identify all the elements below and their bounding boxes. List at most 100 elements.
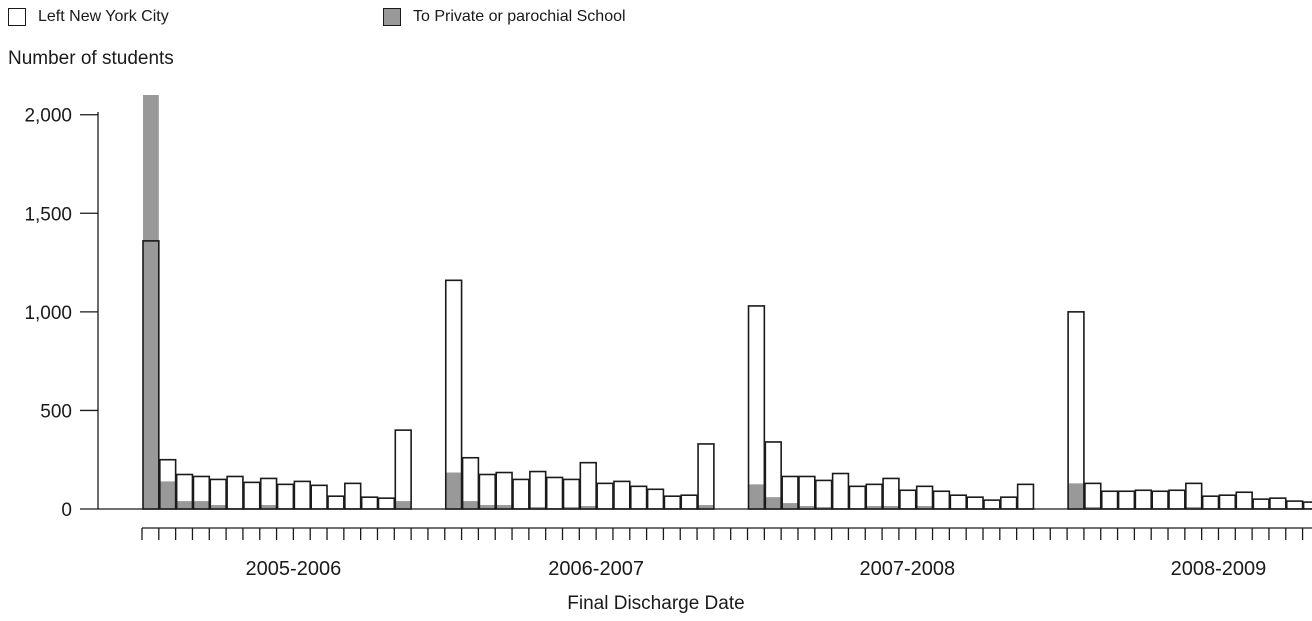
- bar-left-nyc: [1000, 496, 1018, 510]
- bar-left-nyc: [1218, 494, 1237, 510]
- bar-private-school: [916, 506, 933, 509]
- legend-item-private-school: To Private or parochial School: [383, 8, 626, 26]
- bar-private-school: [580, 506, 597, 509]
- bar-left-nyc: [1168, 489, 1186, 510]
- bar-left-nyc: [1100, 490, 1119, 510]
- x-group-label: 2007-2008: [859, 558, 955, 580]
- bar-left-nyc: [360, 496, 379, 510]
- bar-left-nyc: [966, 496, 984, 510]
- bar-private-school: [176, 501, 193, 509]
- bar-left-nyc: [159, 458, 177, 510]
- bar-private-school: [479, 505, 496, 509]
- bar-private-school: [462, 501, 479, 509]
- bar-left-nyc: [377, 497, 396, 510]
- bar-left-nyc: [209, 478, 227, 510]
- bar-left-nyc: [831, 472, 850, 510]
- y-tick-label: 2,000: [24, 106, 72, 127]
- legend-label-private-school: To Private or parochial School: [413, 8, 626, 25]
- bar-private-school: [798, 506, 815, 509]
- bar-left-nyc: [663, 495, 682, 510]
- legend-label-left-nyc: Left New York City: [38, 8, 169, 25]
- bar-left-nyc: [747, 305, 766, 510]
- bar-private-school: [159, 481, 176, 509]
- bar-left-nyc: [781, 475, 799, 510]
- bar-left-nyc: [1302, 501, 1312, 510]
- bar-left-nyc: [915, 485, 934, 510]
- bar-left-nyc: [175, 473, 194, 510]
- bar-left-nyc: [226, 475, 244, 510]
- bar-private-school: [815, 507, 832, 509]
- x-group-label: 2005-2006: [246, 558, 342, 580]
- bar-left-nyc: [495, 471, 513, 510]
- bar-left-nyc: [764, 441, 782, 510]
- bar-private-school: [1068, 483, 1084, 509]
- x-group-label: 2006-2007: [548, 558, 644, 580]
- bar-private-school: [210, 505, 227, 509]
- x-group-label: 2008-2009: [1171, 558, 1267, 580]
- bar-left-nyc: [478, 473, 497, 510]
- bar-left-nyc: [949, 494, 967, 510]
- bar-private-school: [765, 497, 782, 509]
- bar-left-nyc: [310, 484, 328, 510]
- bar-left-nyc: [983, 499, 1001, 510]
- legend-item-left-nyc: Left New York City: [8, 8, 169, 26]
- bar-left-nyc: [1201, 495, 1220, 510]
- bar-left-nyc: [1269, 497, 1287, 510]
- bar-left-nyc: [344, 482, 362, 510]
- bar-private-school: [193, 501, 210, 509]
- bar-left-nyc: [545, 476, 564, 510]
- y-axis-label: Number of students: [8, 48, 174, 69]
- bar-left-nyc: [1235, 491, 1253, 510]
- bar-left-nyc: [646, 488, 665, 510]
- legend-swatch-left-nyc: [8, 8, 26, 26]
- bar-private-school: [698, 505, 714, 509]
- bar-left-nyc: [613, 480, 631, 510]
- bar-left-nyc: [461, 456, 480, 510]
- bar-left-nyc: [1252, 498, 1270, 510]
- legend-swatch-private-school: [383, 8, 401, 26]
- bar-left-nyc: [579, 461, 597, 510]
- bar-left-nyc: [1117, 490, 1136, 510]
- bar-left-nyc: [529, 470, 547, 510]
- bar-left-nyc: [512, 478, 530, 510]
- bar-left-nyc: [932, 490, 951, 510]
- bar-left-nyc: [444, 279, 463, 510]
- bar-private-school: [1185, 507, 1202, 509]
- bar-left-nyc: [1067, 311, 1085, 510]
- bar-left-nyc: [1185, 482, 1203, 510]
- bar-private-school: [496, 505, 513, 509]
- bar-left-nyc: [562, 478, 581, 510]
- y-tick-label: 500: [40, 401, 72, 422]
- bar-private-school: [260, 505, 277, 509]
- bar-left-nyc: [327, 495, 345, 510]
- bar-private-school: [143, 95, 159, 509]
- bar-private-school: [782, 503, 798, 509]
- bar-left-nyc: [142, 240, 160, 510]
- bar-private-school: [529, 507, 546, 509]
- bar-left-nyc: [1151, 490, 1169, 510]
- legend: Left New York City To Private or parochi…: [8, 8, 908, 32]
- bar-private-school: [395, 501, 412, 509]
- bar-left-nyc: [899, 489, 917, 510]
- bar-left-nyc: [1285, 500, 1304, 510]
- bar-left-nyc: [798, 475, 816, 510]
- bar-private-school: [748, 484, 765, 509]
- bar-left-nyc: [1016, 483, 1035, 510]
- bar-left-nyc: [243, 481, 261, 510]
- bar-left-nyc: [865, 483, 883, 510]
- y-tick-label: 1,000: [24, 303, 72, 324]
- bar-left-nyc: [848, 485, 867, 510]
- bar-private-school: [866, 506, 883, 509]
- bar-left-nyc: [697, 443, 715, 510]
- bar-left-nyc: [394, 429, 412, 510]
- bar-private-school: [563, 507, 580, 509]
- x-axis-label: Final Discharge Date: [567, 593, 745, 614]
- y-tick-label: 1,500: [24, 204, 72, 225]
- bar-left-nyc: [1084, 482, 1102, 510]
- bar-left-nyc: [629, 485, 648, 510]
- bar-left-nyc: [596, 482, 614, 510]
- bar-left-nyc: [259, 477, 278, 510]
- bar-left-nyc: [192, 475, 211, 510]
- bar-left-nyc: [814, 479, 833, 510]
